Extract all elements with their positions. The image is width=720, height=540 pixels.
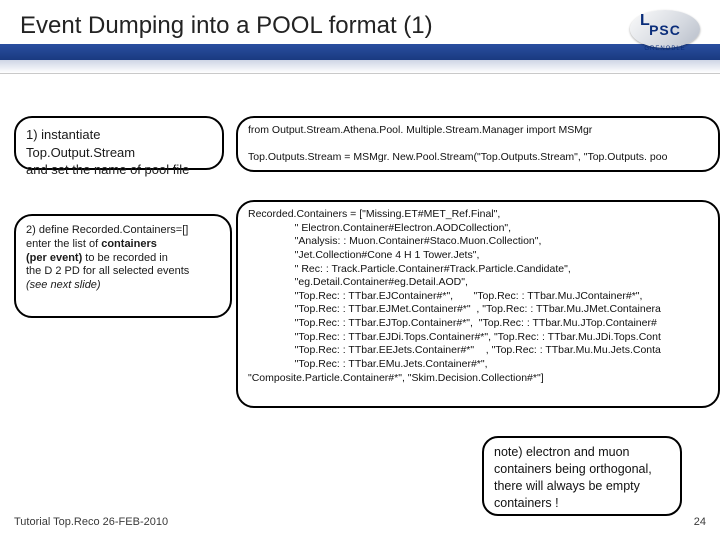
- code2-l5: " Rec: : Track.Particle.Container#Track.…: [248, 263, 571, 275]
- step-2-line3: (per event) to be recorded in: [26, 252, 220, 266]
- note-l2: containers being orthogonal,: [494, 461, 670, 478]
- note-l4: containers !: [494, 495, 670, 512]
- code2-l3: "Analysis: : Muon.Container#Staco.Muon.C…: [248, 235, 541, 247]
- step-2-line4-text: the D 2 PD for all selected events: [26, 265, 189, 277]
- note-l1: note) electron and muon: [494, 444, 670, 461]
- code2-l9: "Top.Rec: : TTbar.EJTop.Container#*", "T…: [248, 317, 657, 329]
- code1-l1: from Output.Stream.Athena.Pool. Multiple…: [248, 124, 592, 136]
- logo-text: PSC: [626, 22, 704, 38]
- code-import-box: from Output.Stream.Athena.Pool. Multiple…: [236, 116, 720, 172]
- code-containers-box: Recorded.Containers = ["Missing.ET#MET_R…: [236, 200, 720, 408]
- code2-l2: " Electron.Container#Electron.AODCollect…: [248, 222, 511, 234]
- step-2-line2-pre: enter the list of: [26, 238, 101, 250]
- step-2-line3-rest: to be recorded in: [85, 252, 168, 264]
- header: Event Dumping into a POOL format (1) L P…: [0, 0, 720, 76]
- step-2-line2-bold: containers: [101, 238, 157, 250]
- slide: Event Dumping into a POOL format (1) L P…: [0, 0, 720, 540]
- step-2-line4: the D 2 PD for all selected events: [26, 265, 220, 279]
- step-1-line2: and set the name of pool file: [26, 161, 212, 179]
- step-2-line1: 2) define Recorded.Containers=[]: [26, 224, 220, 238]
- code2-l12: "Top.Rec: : TTbar.EMu.Jets.Container#*",: [248, 358, 488, 370]
- page-title: Event Dumping into a POOL format (1): [20, 12, 433, 40]
- note-l3: there will always be empty: [494, 478, 670, 495]
- footer-left: Tutorial Top.Reco 26-FEB-2010: [14, 516, 168, 528]
- code2-l4: "Jet.Collection#Cone 4 H 1 Tower.Jets",: [248, 249, 479, 261]
- footer-page-number: 24: [694, 516, 706, 528]
- title-bar: [0, 44, 720, 74]
- code2-l11: "Top.Rec: : TTbar.EEJets.Container#*" , …: [248, 344, 661, 356]
- code2-l8: "Top.Rec: : TTbar.EJMet.Container#*" , "…: [248, 303, 661, 315]
- code2-l13: "Composite.Particle.Container#*", "Skim.…: [248, 372, 544, 384]
- code2-l1: Recorded.Containers = ["Missing.ET#MET_R…: [248, 208, 500, 220]
- step-2-line3-pre: (per event): [26, 252, 85, 264]
- step-2-line5: (see next slide): [26, 279, 220, 293]
- logo-tagline: GRENOBLE: [626, 46, 704, 52]
- step-2-box: 2) define Recorded.Containers=[] enter t…: [14, 214, 232, 318]
- note-box: note) electron and muon containers being…: [482, 436, 682, 516]
- code2-l7: "Top.Rec: : TTbar.EJContainer#*", "Top.R…: [248, 290, 642, 302]
- step-2-line2: enter the list of containers: [26, 238, 220, 252]
- step-1-line1: 1) instantiate Top.Output.Stream: [26, 126, 212, 161]
- step-1-box: 1) instantiate Top.Output.Stream and set…: [14, 116, 224, 170]
- code2-l6: "eg.Detail.Container#eg.Detail.AOD",: [248, 276, 468, 288]
- code2-l10: "Top.Rec: : TTbar.EJDi.Tops.Container#*"…: [248, 331, 661, 343]
- code1-l2: Top.Outputs.Stream = MSMgr. New.Pool.Str…: [248, 151, 667, 163]
- lpsc-logo: L PSC GRENOBLE: [626, 4, 704, 54]
